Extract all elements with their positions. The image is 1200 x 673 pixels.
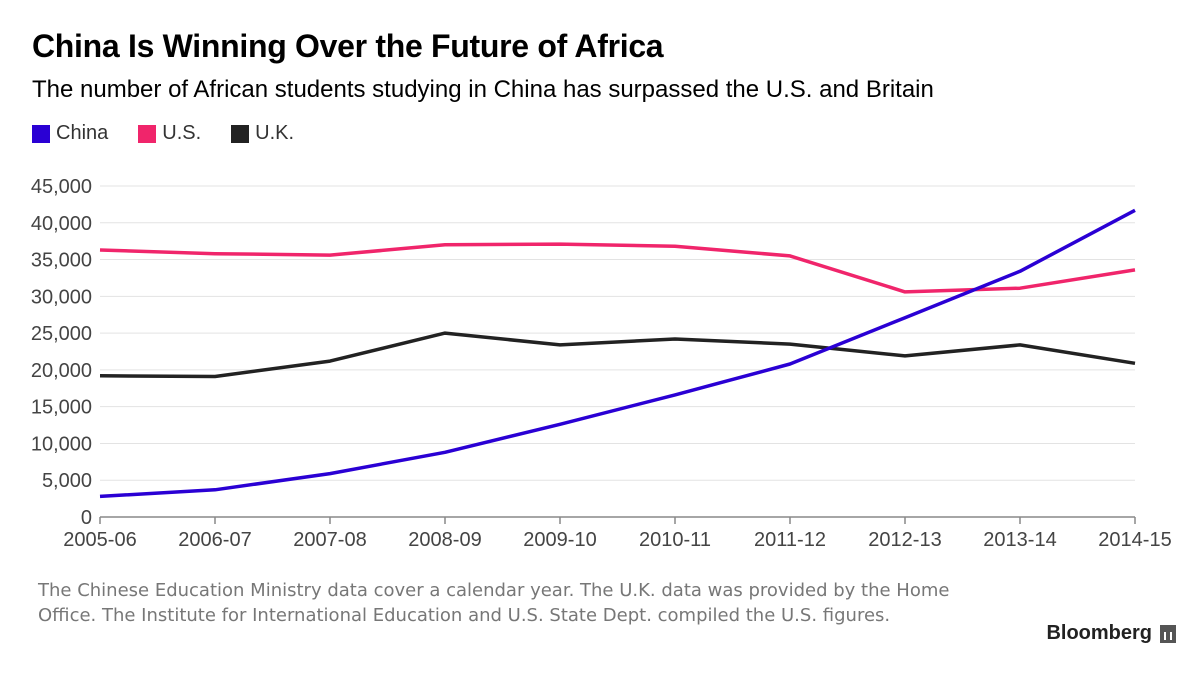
legend-swatch-uk (231, 124, 250, 143)
y-tick-label: 25,000 (31, 323, 92, 345)
series-line-uk (99, 331, 1136, 379)
source-footnote: The Chinese Education Ministry data cove… (38, 580, 950, 626)
brand-logo: Bloomberg (1046, 622, 1176, 645)
x-tick-label: 2009-10 (523, 529, 596, 551)
series-line-us (99, 242, 1136, 294)
legend-swatch-us (138, 124, 157, 143)
x-tick-label: 2014-15 (1098, 529, 1171, 551)
y-tick-label: 0 (81, 507, 92, 529)
y-tick-label: 20,000 (31, 360, 92, 382)
y-tick-label: 35,000 (31, 250, 92, 272)
series-lines (99, 208, 1136, 499)
y-tick-label: 15,000 (31, 397, 92, 419)
brand-name: Bloomberg (1046, 622, 1152, 644)
x-tick-label: 2013-14 (983, 529, 1056, 551)
x-tick-label: 2005-06 (63, 529, 136, 551)
x-tick-label: 2008-09 (408, 529, 481, 551)
legend-swatch-china (32, 124, 50, 143)
bloomberg-terminal-icon (1160, 624, 1176, 643)
x-tick-label: 2012-13 (868, 529, 941, 551)
legend-label-uk: U.K. (255, 122, 295, 144)
legend-label-us: U.S. (162, 122, 202, 144)
y-tick-label: 40,000 (31, 213, 92, 235)
y-tick-label: 10,000 (31, 433, 92, 455)
x-tick-label: 2010-11 (639, 529, 711, 551)
series-line-china (99, 208, 1136, 499)
gridlines (100, 185, 1135, 481)
legend: China U.S. U.K. (32, 122, 294, 145)
x-tick-label: 2007-08 (293, 529, 366, 551)
y-tick-label: 30,000 (31, 286, 92, 308)
x-tick-label: 2006-07 (178, 529, 251, 551)
y-tick-label: 5,000 (42, 470, 92, 492)
chart-title: China Is Winning Over the Future of Afri… (32, 28, 664, 64)
y-tick-label: 45,000 (31, 176, 92, 198)
axes: 45,000 40,000 35,000 30,000 25,000 20,000 15,0… (31, 176, 1172, 551)
chart-subtitle: The number of African students studying … (32, 76, 934, 103)
legend-item-uk: U.K. (231, 122, 294, 145)
legend-item-china: China (32, 122, 108, 145)
x-tick-label: 2011-12 (754, 529, 826, 551)
legend-item-us: U.S. (138, 122, 201, 145)
legend-label-china: China (56, 122, 109, 144)
